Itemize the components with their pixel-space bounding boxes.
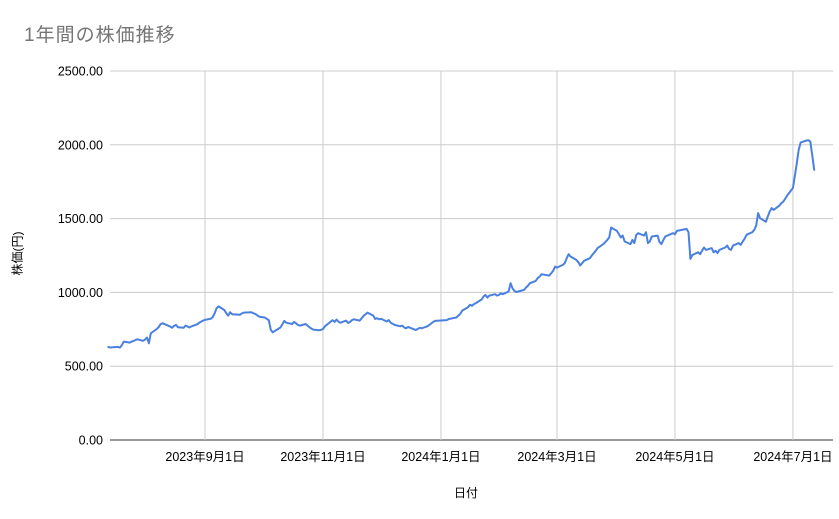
y-tick-label: 500.00: [65, 360, 103, 374]
price-line-series: [107, 139, 816, 349]
chart-title: 1年間の株価推移: [24, 25, 176, 46]
x-tick-label: 2024年5月1日: [635, 450, 714, 464]
y-tick-label: 1500.00: [58, 212, 103, 226]
x-axis-title: 日付: [453, 486, 478, 500]
y-tick-label: 2500.00: [58, 65, 103, 79]
horizontal-gridlines: [110, 70, 833, 441]
y-tick-label: 1000.00: [58, 286, 103, 300]
x-tick-label: 2023年9月1日: [165, 450, 244, 464]
x-tick-label: 2024年3月1日: [517, 450, 596, 464]
y-axis-title: 株価(円): [10, 231, 25, 276]
x-tick-labels: 2023年9月1日 2023年11月1日 2024年1月1日 2024年3月1日 202…: [165, 450, 832, 464]
y-tick-label: 2000.00: [58, 138, 103, 152]
x-tick-label: 2024年7月1日: [753, 450, 832, 464]
x-tick-label: 2024年1月1日: [401, 450, 480, 464]
y-tick-label: 0.00: [79, 434, 103, 448]
price-line: [107, 139, 816, 349]
x-tick-label: 2023年11月1日: [280, 450, 365, 464]
vertical-gridlines: [204, 71, 794, 440]
y-tick-labels: 0.00 500.00 1000.00 1500.00 2000.00 2500.00: [58, 65, 103, 448]
